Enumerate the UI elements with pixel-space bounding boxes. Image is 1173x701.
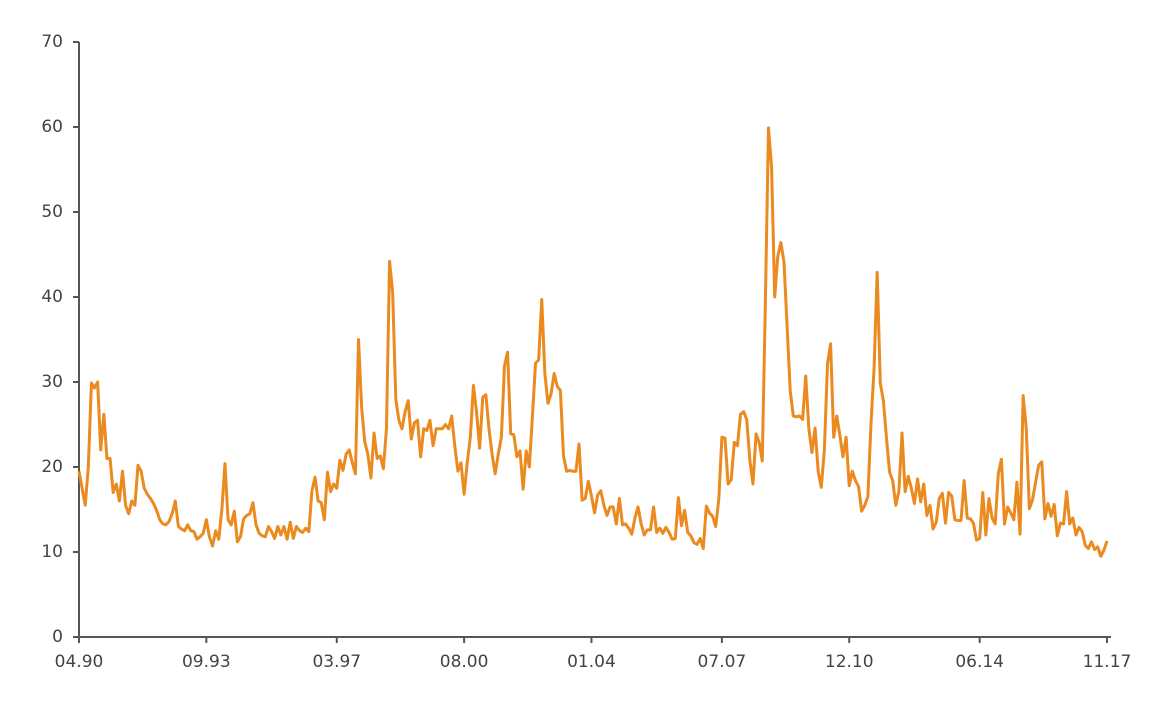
x-tick-label: 07.07: [698, 652, 747, 672]
x-tick-label: 03.97: [312, 652, 361, 672]
y-tick-label: 10: [41, 542, 63, 562]
x-tick-label: 06.14: [955, 652, 1004, 672]
y-tick-label: 70: [41, 32, 63, 52]
x-tick-label: 01.04: [567, 652, 616, 672]
y-tick-label: 0: [52, 627, 63, 647]
y-tick-label: 60: [41, 117, 63, 137]
y-tick-label: 20: [41, 457, 63, 477]
y-tick-label: 30: [41, 372, 63, 392]
x-tick-label: 04.90: [55, 652, 104, 672]
x-tick-label: 12.10: [825, 652, 874, 672]
x-tick-label: 09.93: [182, 652, 231, 672]
y-tick-label: 40: [41, 287, 63, 307]
x-tick-label: 08.00: [440, 652, 489, 672]
line-series: [77, 126, 1109, 558]
y-tick-label: 50: [41, 202, 63, 222]
x-tick-label: 11.17: [1083, 652, 1132, 672]
